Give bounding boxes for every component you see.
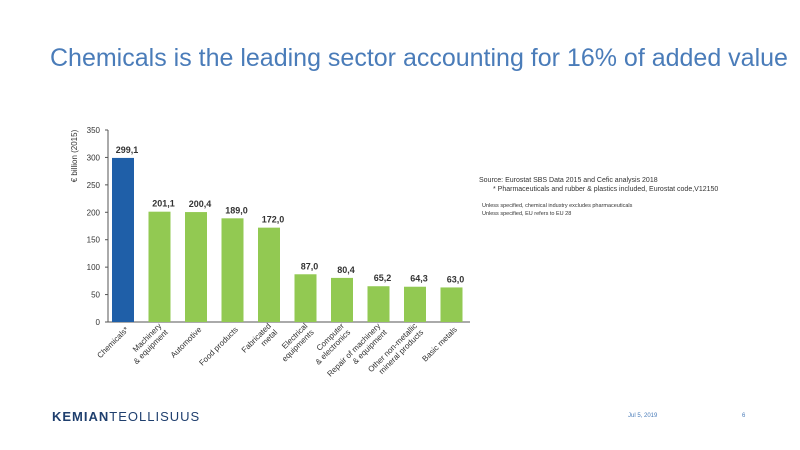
y-tick-label: 300 <box>87 153 101 162</box>
y-tick-label: 350 <box>87 126 101 135</box>
category-label: Automotive <box>169 325 204 360</box>
bar <box>440 287 463 322</box>
bar-value-label: 189,0 <box>225 205 248 215</box>
bar-value-label: 172,0 <box>262 215 285 225</box>
category-label-line: Chemicals* <box>95 325 130 360</box>
brand-logo-regular: TEOLLISUUS <box>109 409 201 424</box>
category-label: Food products <box>197 325 240 368</box>
scope-note-eu: Unless specified, EU refers to EU 28 <box>482 211 572 217</box>
bar-value-label: 299,1 <box>116 145 139 155</box>
brand-logo: KEMIANTEOLLISUUS <box>52 409 200 424</box>
bar-value-label: 200,4 <box>189 199 212 209</box>
category-label-line: Automotive <box>169 325 204 360</box>
y-tick-label: 200 <box>87 208 101 217</box>
source-note: Source: Eurostat SBS Data 2015 and Cefic… <box>479 177 658 184</box>
bar <box>294 274 317 322</box>
page-number: 6 <box>742 413 746 419</box>
y-tick-label: 150 <box>87 236 101 245</box>
bar-value-label: 80,4 <box>337 265 355 275</box>
category-label: Chemicals* <box>95 325 130 360</box>
category-label-line: Food products <box>197 325 240 368</box>
bar <box>331 277 353 322</box>
brand-logo-bold: KEMIAN <box>52 409 110 424</box>
category-label: Electricalequipments <box>274 321 316 363</box>
bar-value-label: 63,0 <box>447 274 465 284</box>
source-footnote: * Pharmaceuticals and rubber & plastics … <box>493 186 719 193</box>
category-label: Fabricatedmetal <box>240 321 280 361</box>
bar <box>221 218 244 322</box>
bar-value-label: 64,3 <box>410 274 428 284</box>
y-tick-label: 0 <box>96 318 101 327</box>
scope-note-chemical: Unless specified, chemical industry excl… <box>482 203 633 209</box>
bar <box>367 286 390 322</box>
bar-value-label: 87,0 <box>301 261 319 271</box>
category-label: Basic metals <box>420 325 458 363</box>
y-tick-label: 100 <box>87 263 101 272</box>
slide-title: Chemicals is the leading sector accounti… <box>50 44 788 72</box>
category-label-line: Basic metals <box>420 325 458 363</box>
bar <box>148 211 171 322</box>
bar <box>258 227 280 322</box>
bar <box>404 286 426 322</box>
category-label: Machinery& equipment <box>125 321 170 366</box>
bar <box>112 157 134 322</box>
bar-value-label: 201,1 <box>152 199 175 209</box>
y-tick-label: 250 <box>87 181 101 190</box>
slide-date: Jul 5, 2019 <box>628 413 658 419</box>
y-axis-title: € billion (2015) <box>70 129 79 182</box>
y-tick-label: 50 <box>91 291 100 300</box>
bar <box>185 212 207 322</box>
bar-value-label: 65,2 <box>374 273 392 283</box>
